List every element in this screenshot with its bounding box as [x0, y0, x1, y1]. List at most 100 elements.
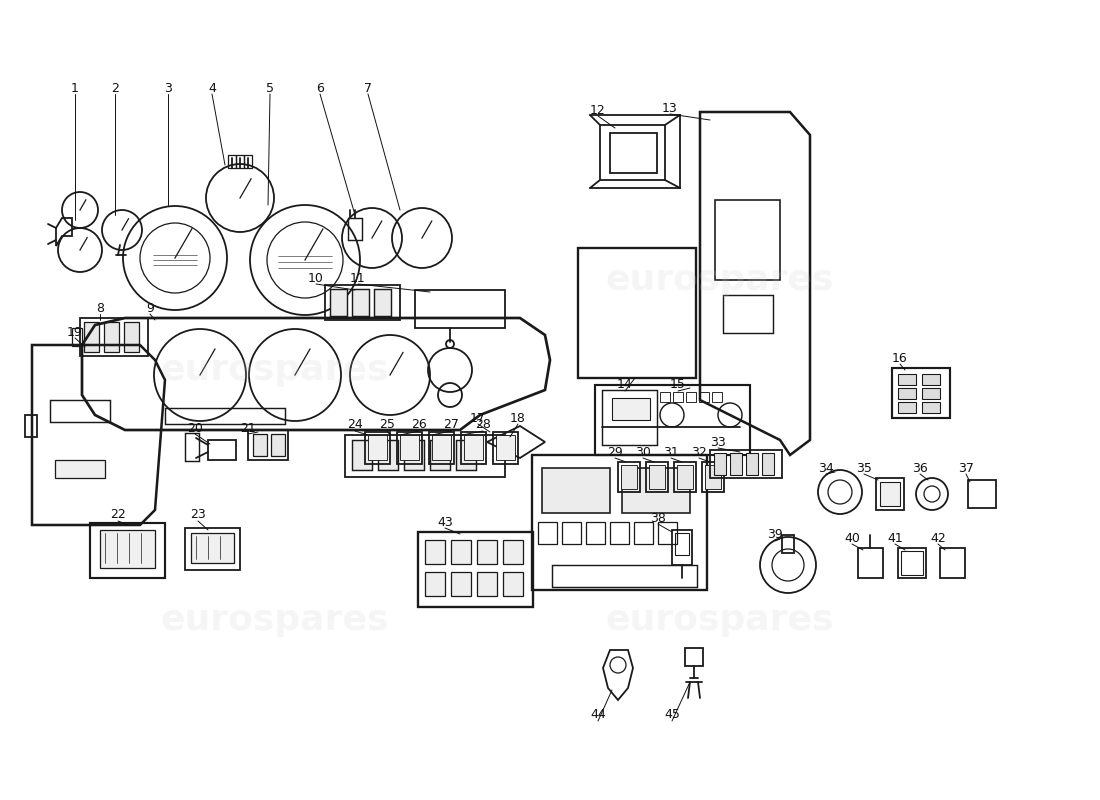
Bar	[477, 540, 497, 564]
Bar	[418, 532, 534, 607]
Bar	[672, 530, 692, 565]
Bar	[762, 453, 774, 475]
Text: 45: 45	[664, 709, 680, 722]
Bar	[538, 522, 557, 544]
Bar	[352, 440, 372, 470]
Bar	[228, 155, 236, 168]
Bar	[578, 248, 696, 378]
Bar	[104, 322, 119, 352]
Bar	[621, 465, 637, 489]
Bar	[552, 565, 697, 587]
Bar	[858, 548, 883, 578]
Bar	[415, 290, 505, 328]
Bar	[746, 453, 758, 475]
Text: 29: 29	[607, 446, 623, 458]
Bar	[532, 455, 707, 590]
Text: 32: 32	[691, 446, 707, 458]
Text: 39: 39	[767, 529, 783, 542]
Bar	[425, 572, 446, 596]
Bar	[208, 440, 236, 460]
Bar	[348, 218, 362, 240]
Bar	[674, 462, 696, 492]
Bar	[248, 430, 288, 460]
Bar	[244, 155, 252, 168]
Text: 25: 25	[379, 418, 395, 431]
Bar	[503, 540, 522, 564]
Text: eurospares: eurospares	[606, 603, 834, 637]
Bar	[236, 155, 244, 168]
Text: 19: 19	[67, 326, 82, 338]
Bar	[100, 530, 155, 568]
Bar	[595, 385, 750, 455]
Bar	[352, 289, 368, 316]
Text: 40: 40	[844, 531, 860, 545]
Bar	[400, 435, 419, 460]
Text: 20: 20	[187, 422, 202, 434]
Bar	[602, 390, 657, 445]
Text: 6: 6	[316, 82, 323, 94]
Text: 41: 41	[887, 531, 903, 545]
Bar	[84, 322, 99, 352]
Text: 1: 1	[72, 82, 79, 94]
Text: 35: 35	[856, 462, 872, 474]
Bar	[456, 440, 476, 470]
Bar	[464, 435, 483, 460]
Text: 33: 33	[711, 435, 726, 449]
Bar	[496, 435, 515, 460]
Bar	[876, 478, 904, 510]
Bar	[404, 440, 424, 470]
Bar	[621, 468, 690, 513]
Bar	[705, 465, 720, 489]
Text: 14: 14	[617, 378, 632, 391]
Bar	[477, 572, 497, 596]
Bar	[368, 435, 387, 460]
Bar	[922, 374, 940, 385]
Bar	[968, 480, 996, 508]
Text: 13: 13	[662, 102, 678, 114]
Bar	[685, 648, 703, 666]
Text: 28: 28	[475, 418, 491, 431]
Bar	[324, 285, 400, 320]
Bar	[586, 522, 605, 544]
Bar	[493, 432, 518, 464]
Bar	[72, 328, 82, 346]
Bar	[185, 528, 240, 570]
Bar	[898, 402, 916, 413]
Bar	[714, 453, 726, 475]
Bar	[610, 133, 657, 173]
Bar	[378, 440, 398, 470]
Bar	[374, 289, 390, 316]
Bar	[330, 289, 346, 316]
Text: 34: 34	[818, 462, 834, 474]
Bar	[715, 200, 780, 280]
Bar	[880, 482, 900, 506]
Text: 8: 8	[96, 302, 104, 314]
Bar	[698, 392, 710, 402]
Bar	[429, 432, 454, 464]
Bar	[675, 533, 689, 555]
Bar	[461, 432, 486, 464]
Text: 18: 18	[510, 411, 526, 425]
Bar	[922, 402, 940, 413]
Bar	[542, 468, 610, 513]
Bar	[185, 433, 199, 461]
Bar	[50, 400, 110, 422]
Text: 38: 38	[650, 511, 666, 525]
Bar	[451, 540, 471, 564]
Bar	[610, 522, 629, 544]
Text: 4: 4	[208, 82, 216, 94]
Bar	[892, 368, 950, 418]
Bar	[432, 435, 451, 460]
Text: 21: 21	[240, 422, 256, 434]
Bar	[124, 322, 139, 352]
Bar	[658, 522, 676, 544]
Bar	[686, 392, 696, 402]
Bar	[612, 398, 650, 420]
Bar	[618, 462, 640, 492]
Bar	[397, 432, 422, 464]
Bar	[503, 572, 522, 596]
Bar	[782, 535, 794, 553]
Bar	[702, 462, 724, 492]
Bar	[253, 434, 267, 456]
Text: 10: 10	[308, 271, 323, 285]
